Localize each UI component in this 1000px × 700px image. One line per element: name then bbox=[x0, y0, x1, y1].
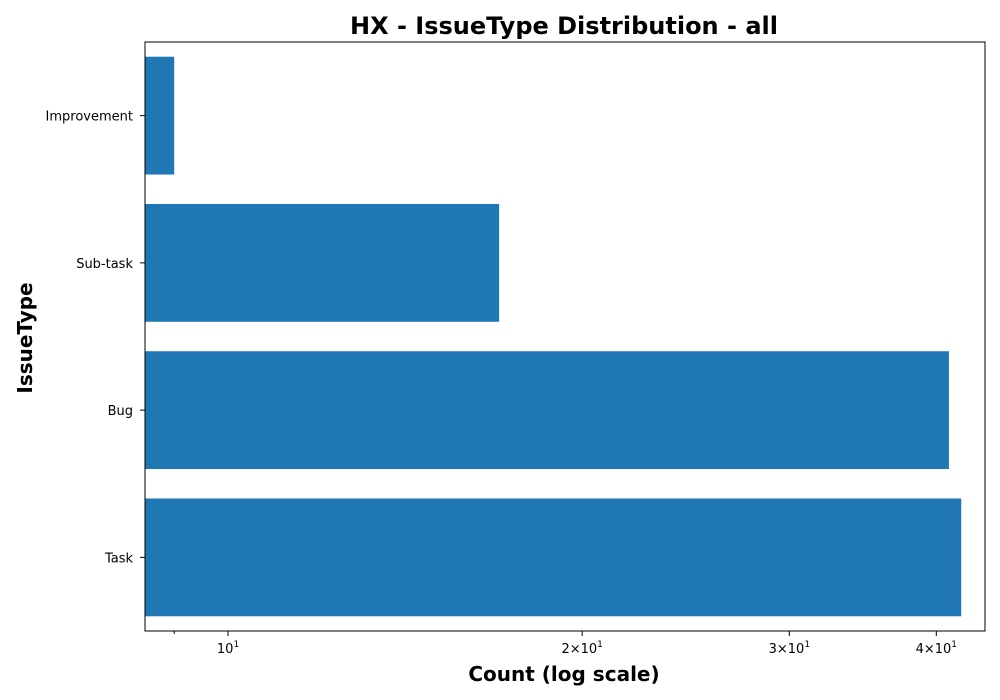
x-tick-label: 2×101 bbox=[561, 640, 602, 657]
x-tick-label: 101 bbox=[217, 640, 239, 657]
y-tick-label: Improvement bbox=[46, 110, 133, 125]
y-axis-label: IssueType bbox=[13, 282, 37, 393]
bars-group bbox=[145, 56, 962, 617]
x-axis-label: Count (log scale) bbox=[468, 662, 659, 686]
x-tick-label: 3×101 bbox=[769, 640, 810, 657]
y-tick-label: Bug bbox=[108, 404, 133, 419]
y-tick-label: Sub-task bbox=[76, 257, 133, 272]
plot-frame bbox=[144, 41, 986, 632]
bar-improvement bbox=[145, 56, 175, 175]
x-ticks-group: 101 2×101 3×101 4×101 bbox=[173, 631, 957, 657]
y-tick-label: Task bbox=[104, 551, 134, 566]
bar-task bbox=[145, 498, 962, 617]
bar-bug bbox=[145, 351, 949, 470]
y-ticks-group: Task Bug Sub-task Improvement bbox=[46, 110, 145, 566]
chart-title: HX - IssueType Distribution - all bbox=[350, 12, 778, 40]
bar-sub-task bbox=[145, 203, 500, 322]
x-tick-label: 4×101 bbox=[916, 640, 957, 657]
